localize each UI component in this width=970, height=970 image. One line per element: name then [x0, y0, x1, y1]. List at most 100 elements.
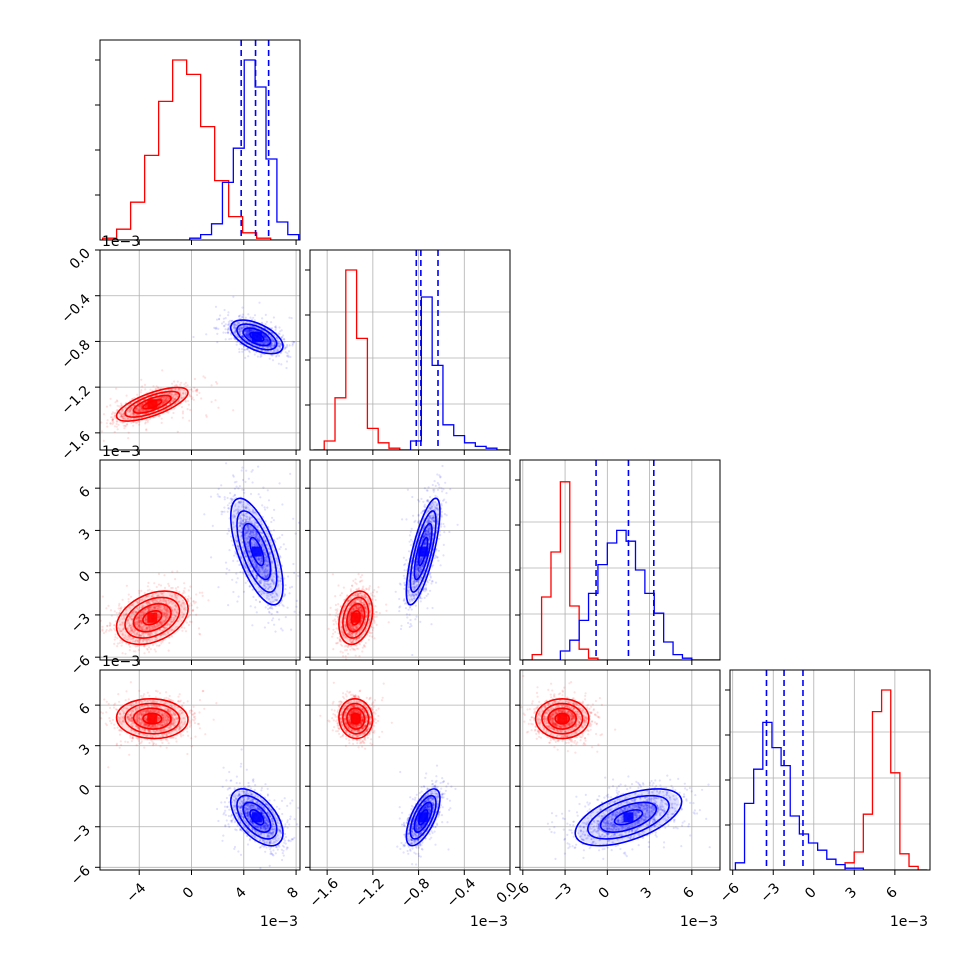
histogram-red-step [735, 689, 928, 870]
x-tick-label: 4 [232, 884, 250, 902]
histogram-p3 [730, 670, 930, 870]
density-peak-cell [251, 331, 262, 342]
density-peak-cell [350, 612, 361, 623]
contour-red-1 [142, 609, 163, 626]
gridlines [310, 250, 510, 450]
density-peak-cell [623, 812, 634, 823]
contour-blue-1 [613, 809, 644, 826]
x-offset-label: 1e−3 [470, 914, 508, 930]
histogram-p0 [101, 40, 300, 240]
contour-blue-4 [574, 788, 683, 847]
x-tick-label: 8 [284, 884, 302, 902]
x-tick-label: −3 [757, 880, 783, 906]
contour-blue-1 [417, 536, 429, 567]
contour-red-2 [547, 707, 577, 730]
contour-red-1 [142, 712, 163, 725]
density-peak-cell [147, 399, 158, 410]
contour-red-4 [338, 697, 374, 740]
density-peak-cell [418, 546, 429, 557]
y-offset-label: 1e−3 [102, 654, 140, 670]
y-tick-label: 0 [76, 568, 94, 586]
gridlines [100, 670, 300, 870]
gridlines [100, 460, 300, 660]
density-peak-cell [557, 713, 568, 724]
x-tick-label: 3 [638, 884, 656, 902]
density-peak-cell [147, 612, 158, 623]
contour-blue-3 [236, 323, 278, 351]
y-tick-label: 3 [76, 741, 94, 759]
y-tick-label: −0.8 [58, 337, 93, 372]
histogram-p2 [520, 460, 720, 660]
contour-blue-2 [242, 522, 272, 581]
x-tick-label: −6 [717, 880, 743, 906]
x-tick-label: 0 [596, 884, 614, 902]
x-tick-label: 3 [843, 884, 861, 902]
contour-red-3 [124, 702, 181, 735]
contour-blue-3 [236, 510, 278, 593]
y-tick-label: 0 [76, 782, 94, 800]
x-tick-label: 6 [680, 884, 698, 902]
scatter-panel-p2-p1 [310, 460, 510, 660]
contour-red-3 [124, 390, 181, 418]
density-peak-cell [147, 713, 158, 724]
contour-red-3 [541, 702, 584, 735]
x-tick-label: −3 [549, 880, 575, 906]
histogram-red-step [101, 59, 299, 240]
y-tick-label: −6 [68, 653, 94, 679]
density-peak-cell [418, 812, 429, 823]
contour-blue-4 [229, 497, 284, 606]
panel-frame [99, 669, 301, 871]
x-tick-label: −4 [123, 880, 149, 906]
density-cells-red [536, 699, 588, 738]
y-tick-label: −1.2 [58, 383, 93, 418]
corner-panels: −6 −3 0 3 6 1e−3 −1.6 −1.2 −0.8 −0.4 0.0 1e−3 −6 −3 0 3… [58, 39, 931, 930]
density-peak-cell [251, 546, 262, 557]
x-offset-label: 1e−3 [260, 914, 298, 930]
y-tick-label: −1.6 [58, 428, 93, 463]
contour-red-3 [342, 702, 370, 735]
y-tick-label: 0.0 [67, 246, 94, 273]
contour-red-4 [115, 697, 189, 740]
contour-blue-1 [417, 809, 429, 826]
contour-red-1 [142, 399, 163, 410]
contour-blue-2 [599, 801, 658, 833]
panel-frame [519, 669, 721, 871]
contour-blue-4 [229, 788, 284, 847]
contour-red-4 [534, 697, 590, 740]
scatter-panel-p2-p0 [100, 460, 300, 660]
contour-blue-2 [413, 801, 433, 833]
density-peak-cell [350, 713, 361, 724]
contour-blue-4 [405, 788, 441, 847]
y-tick-label: 3 [76, 526, 94, 544]
histogram-blue-step [102, 59, 300, 240]
contour-red-4 [115, 590, 189, 646]
contour-red-2 [132, 394, 172, 414]
y-tick-label: 6 [76, 484, 94, 502]
contour-red-1 [350, 712, 361, 725]
gridlines [730, 670, 930, 870]
panel-frame [309, 669, 511, 871]
histogram-blue-step [313, 296, 508, 450]
y-offset-label: 1e−3 [102, 234, 140, 250]
y-tick-label: −0.4 [58, 291, 93, 326]
density-peak-cell [251, 812, 262, 823]
contour-blue-1 [249, 536, 265, 567]
histogram-red-step [313, 269, 508, 450]
panel-frame [99, 459, 301, 661]
x-offset-label: 1e−3 [680, 914, 718, 930]
histogram-blue-step [522, 529, 720, 660]
gridlines [520, 460, 720, 660]
gridlines [520, 670, 720, 870]
y-tick-label: −6 [68, 863, 94, 889]
contour-blue-2 [242, 801, 272, 833]
contour-red-1 [350, 609, 361, 626]
y-tick-label: 6 [76, 701, 94, 719]
contour-blue-2 [242, 327, 272, 347]
scatter-panel-p3-p1 [310, 670, 510, 870]
contour-blue-3 [409, 794, 437, 840]
y-tick-label: −3 [68, 822, 94, 848]
contour-red-3 [124, 596, 181, 639]
panel-frame [519, 459, 721, 661]
density-cells-red [118, 699, 187, 738]
